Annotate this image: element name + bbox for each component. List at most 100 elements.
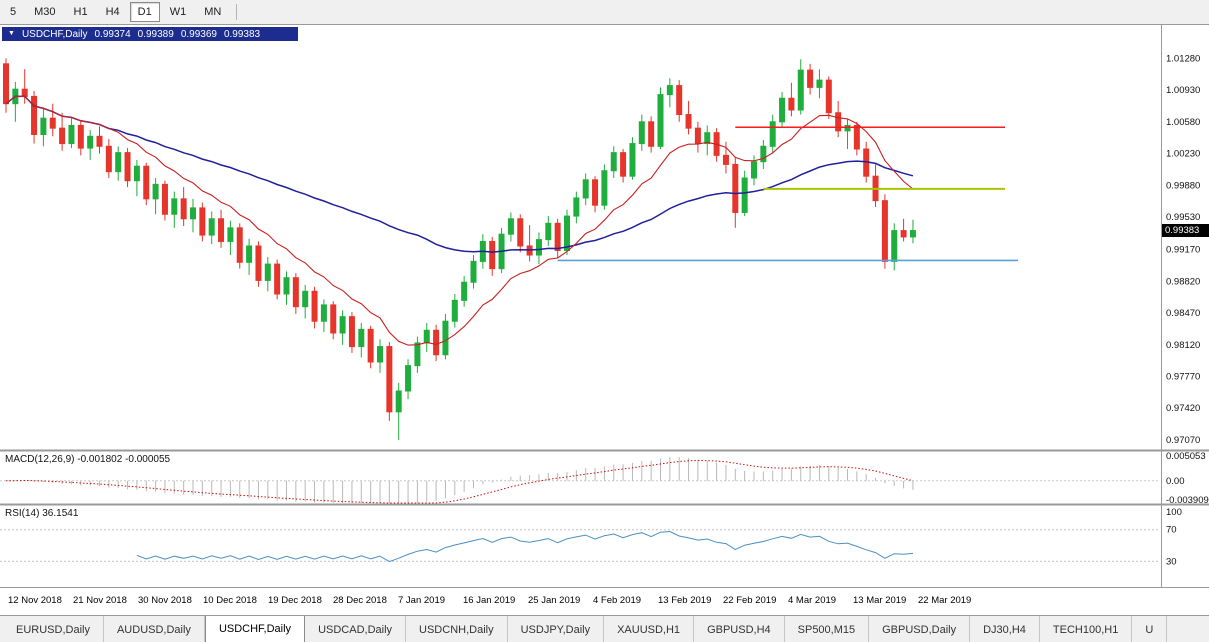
timeframe-button-w1[interactable]: W1 [169,6,187,18]
chart-menu-arrow-icon[interactable]: ▼ [8,30,15,37]
timeframe-button-5[interactable]: 5 [10,6,17,18]
macd-axis-tick: -0.003909 [1166,495,1209,506]
chart-tab-gbpusd-daily[interactable]: GBPUSD,Daily [869,616,971,642]
candle-body [853,124,860,150]
date-axis-label[interactable]: 10 Dec 2018 [203,595,257,606]
candle-body [573,197,580,217]
chart-tab-dj30-h4[interactable]: DJ30,H4 [970,616,1040,642]
timeframe-button-h1[interactable]: H1 [73,6,88,18]
price-axis-tick: 0.97770 [1166,371,1200,382]
candle-body [292,277,299,308]
candle-body [367,328,374,363]
date-axis-label[interactable]: 4 Mar 2019 [788,595,836,606]
candle-body [124,152,131,182]
candle-body [358,328,365,348]
date-axis-label[interactable]: 7 Jan 2019 [398,595,445,606]
chart-title-bar[interactable]: ▼ USDCHF,Daily 0.99374 0.99389 0.99369 0… [2,27,298,41]
timeframe-button-d1[interactable]: D1 [129,2,160,22]
candle-body [59,127,66,145]
rsi-axis-tick: 70 [1166,525,1177,536]
price-axis-tick: 1.00930 [1166,85,1200,96]
chart-high-value: 0.99389 [137,28,174,40]
chart-tab-eurusd-daily[interactable]: EURUSD,Daily [3,616,104,642]
price-axis-tick: 1.00580 [1166,117,1200,128]
current-price-badge: 0.99383 [1162,224,1209,237]
candle-body [143,165,150,200]
date-axis-label[interactable]: 22 Mar 2019 [918,595,971,606]
candle-body [470,260,477,283]
candle-body [395,390,402,413]
candle-body [246,245,253,263]
price-axis-tick: 0.97070 [1166,435,1200,446]
candle-body [545,222,552,241]
chart-tab-usdcnh-daily[interactable]: USDCNH,Daily [406,616,508,642]
date-axis-label[interactable]: 22 Feb 2019 [723,595,776,606]
candle-body [751,161,757,179]
candle-body [414,342,421,367]
date-axis-label[interactable]: 12 Nov 2018 [8,595,62,606]
candle-body [3,63,9,105]
candle-body [601,170,608,206]
price-axis-tick: 0.98820 [1166,276,1200,287]
candle-body [648,121,655,147]
candle-body [433,329,440,356]
timeframe-button-m30[interactable]: M30 [34,6,56,18]
price-axis-tick: 1.01280 [1166,53,1200,64]
chart-tab-xauusd-h1[interactable]: XAUUSD,H1 [604,616,695,642]
candle-body [741,177,748,213]
candle-body [666,85,673,96]
date-axis-label[interactable]: 13 Feb 2019 [658,595,711,606]
price-axis-tick: 0.99880 [1166,180,1200,191]
chart-tab-sp500-m15[interactable]: SP500,M15 [785,616,870,642]
candle-body [190,207,196,220]
candle-body [816,79,823,88]
candle-body [330,304,337,334]
price-axis-tick: 0.99530 [1166,212,1200,223]
candle-body [825,79,832,114]
chart-close-value: 0.99383 [223,28,261,40]
chart-tab-gbpusd-h4[interactable]: GBPUSD,H4 [694,616,785,642]
candle-body [339,316,346,334]
macd-indicator-label: MACD(12,26,9) -0.001802 -0.000055 [5,454,171,465]
candle-body [451,299,458,322]
candle-body [732,163,739,213]
date-axis-label[interactable]: 25 Jan 2019 [528,595,580,606]
timeframe-button-h4[interactable]: H4 [105,6,120,18]
candle-body [769,121,776,147]
candle-body [423,329,430,344]
candle-body [152,183,159,200]
candle-body [900,230,907,238]
candle-body [227,227,234,242]
candle-body [564,215,570,252]
candle-body [835,112,842,132]
chart-tab-u[interactable]: U [1132,616,1168,642]
candle-body [442,320,449,356]
slow-moving-average-line [5,95,914,253]
timeframe-button-mn[interactable]: MN [204,6,222,18]
chart-tab-usdjpy-daily[interactable]: USDJPY,Daily [508,616,605,642]
date-axis-label[interactable]: 19 Dec 2018 [268,595,322,606]
date-axis-label[interactable]: 4 Feb 2019 [593,595,641,606]
chart-canvas[interactable]: 1.01280 1.00930 1.00580 1.00230 0.99880 0.995… [0,25,1209,615]
chart-tab-usdcad-daily[interactable]: USDCAD,Daily [305,616,407,642]
candle-body [685,114,692,129]
date-axis-label[interactable]: 16 Jan 2019 [463,595,515,606]
date-axis-label[interactable]: 21 Nov 2018 [73,595,127,606]
candle-body [788,97,795,111]
candle-body [171,198,178,215]
candle-body [264,263,271,281]
candle-body [535,239,542,256]
date-axis-label[interactable]: 13 Mar 2019 [853,595,906,606]
chart-tab-tech100-h1[interactable]: TECH100,H1 [1040,616,1133,642]
candle-body [31,95,38,135]
date-axis-label[interactable]: 30 Nov 2018 [138,595,192,606]
candle-body [49,117,56,129]
fast-moving-average-line [5,95,914,346]
chart-tab-audusd-daily[interactable]: AUDUSD,Daily [104,616,205,642]
rsi-axis-tick: 100 [1166,507,1182,518]
candle-body [489,240,496,270]
chart-tab-usdchf-daily[interactable]: USDCHF,Daily [204,616,306,642]
macd-axis-tick: 0.00 [1166,476,1185,487]
date-axis-label[interactable]: 28 Dec 2018 [333,595,387,606]
